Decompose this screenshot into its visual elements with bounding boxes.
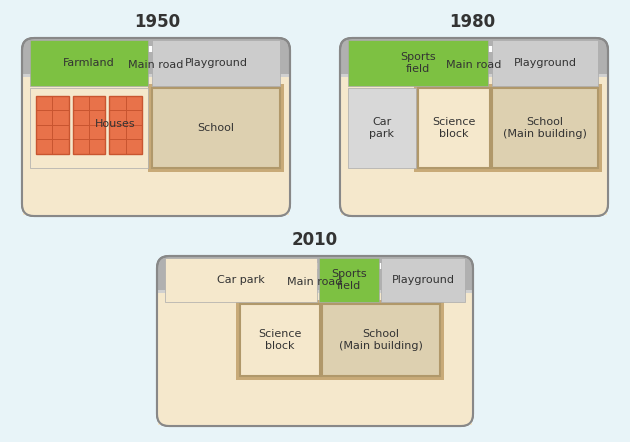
Bar (30, 88, 148, 168)
Text: Main road: Main road (129, 61, 184, 70)
Text: Playground: Playground (513, 58, 576, 68)
Bar (341, 74, 607, 77)
Bar (234, 263, 253, 269)
Bar (364, 263, 383, 269)
Bar (488, 46, 504, 52)
Text: Farmland: Farmland (63, 58, 115, 68)
Bar (381, 258, 465, 302)
Bar (148, 84, 284, 172)
Bar (236, 300, 324, 380)
Bar (61, 46, 77, 52)
Bar (406, 46, 423, 52)
FancyBboxPatch shape (340, 38, 608, 216)
Bar (197, 46, 213, 52)
Bar (152, 88, 280, 168)
Text: Car
park: Car park (370, 117, 394, 139)
Text: 1980: 1980 (449, 13, 495, 31)
Bar (414, 84, 494, 172)
Bar (34, 46, 50, 52)
Bar (319, 258, 379, 302)
Bar (569, 46, 585, 52)
FancyBboxPatch shape (22, 38, 290, 216)
Bar (30, 40, 148, 86)
Bar (322, 304, 440, 376)
Bar (492, 40, 598, 86)
Bar (36, 96, 69, 154)
Text: Car park: Car park (217, 275, 265, 285)
Text: Houses: Houses (94, 119, 135, 129)
Bar (72, 96, 105, 154)
Bar (492, 88, 598, 168)
Bar (461, 46, 477, 52)
Bar (251, 46, 267, 52)
Bar (152, 40, 280, 86)
Bar (266, 263, 286, 269)
Bar (169, 263, 188, 269)
Bar (158, 290, 472, 293)
Bar (110, 96, 142, 154)
Bar (142, 46, 159, 52)
Bar (240, 304, 320, 376)
Text: School
(Main building): School (Main building) (503, 117, 587, 139)
Bar (299, 263, 318, 269)
Text: 1950: 1950 (134, 13, 180, 31)
Bar (396, 263, 416, 269)
Text: Sports
field: Sports field (400, 52, 436, 74)
Bar (341, 76, 607, 215)
Bar (318, 300, 444, 380)
Bar (433, 46, 450, 52)
Bar (202, 263, 221, 269)
Bar (488, 84, 602, 172)
Text: Science
block: Science block (432, 117, 476, 139)
Bar (428, 263, 448, 269)
Bar (23, 74, 289, 77)
Text: School
(Main building): School (Main building) (339, 329, 423, 351)
Bar (352, 46, 369, 52)
Bar (115, 46, 132, 52)
FancyBboxPatch shape (157, 256, 473, 426)
Bar (23, 76, 289, 215)
Bar (379, 46, 396, 52)
Text: Main road: Main road (287, 277, 343, 287)
Text: 2010: 2010 (292, 231, 338, 249)
Bar (348, 88, 416, 168)
Text: Playground: Playground (185, 58, 248, 68)
Text: School: School (197, 123, 234, 133)
Text: Playground: Playground (391, 275, 454, 285)
Bar (165, 258, 317, 302)
Bar (542, 46, 558, 52)
Text: Science
block: Science block (258, 329, 302, 351)
Text: Sports
field: Sports field (331, 269, 367, 291)
Bar (224, 46, 240, 52)
Bar (418, 88, 490, 168)
Bar (515, 46, 531, 52)
Bar (158, 292, 472, 425)
Bar (169, 46, 186, 52)
Bar (88, 46, 105, 52)
Text: Main road: Main road (446, 61, 501, 70)
Bar (348, 40, 488, 86)
Bar (331, 263, 351, 269)
